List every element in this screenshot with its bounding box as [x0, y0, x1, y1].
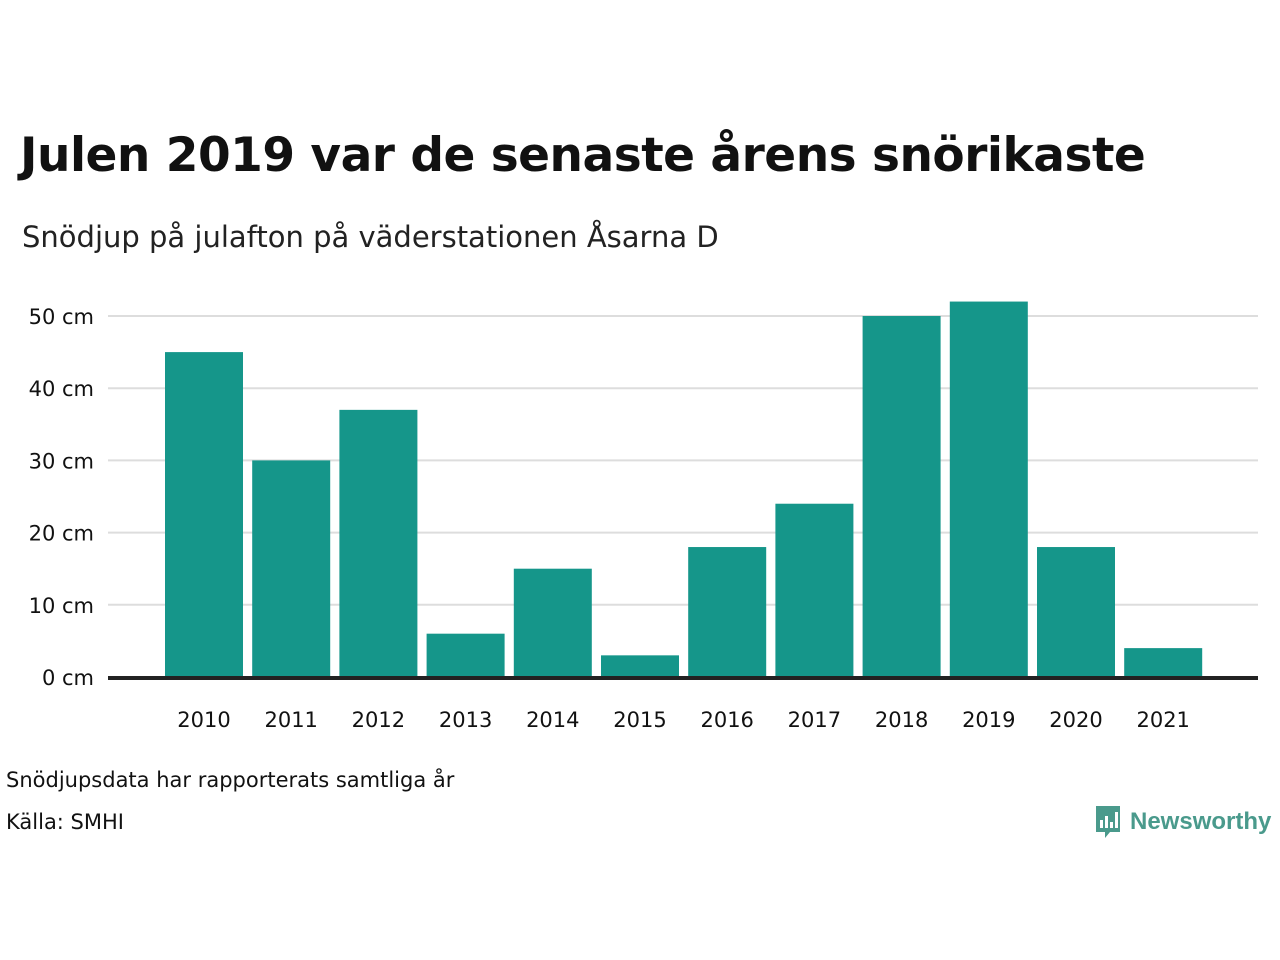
x-tick-label: 2015 — [613, 708, 666, 732]
bar-2019 — [949, 301, 1028, 677]
y-tick-label: 10 cm — [29, 594, 94, 618]
x-tick-label: 2010 — [177, 708, 230, 732]
x-tick-label: 2019 — [962, 708, 1015, 732]
bar-2010 — [165, 352, 243, 677]
bar-2017 — [775, 503, 854, 677]
y-tick-label: 0 cm — [42, 666, 94, 690]
bar-2020 — [1037, 547, 1115, 677]
newsworthy-logo: Newsworthy — [1094, 804, 1271, 840]
bar-2021 — [1124, 648, 1203, 677]
source-credit: Källa: SMHI — [6, 810, 124, 834]
x-tick-label: 2020 — [1049, 708, 1102, 732]
x-tick-label: 2011 — [264, 708, 317, 732]
x-tick-label: 2016 — [700, 708, 753, 732]
bar-2014 — [513, 568, 592, 677]
x-tick-label: 2013 — [439, 708, 492, 732]
chart-subtitle: Snödjup på julafton på väderstationen Ås… — [22, 220, 719, 254]
newsworthy-logo-icon — [1096, 806, 1120, 838]
bars — [165, 301, 1203, 677]
bar-2013 — [426, 633, 505, 677]
x-tick-label: 2014 — [526, 708, 579, 732]
brand-name: Newsworthy — [1130, 808, 1272, 835]
bar-2015 — [601, 655, 679, 677]
x-axis-ticks: 2010 2011 2012 2013 2014 2015 2016 2017 2018 2019… — [177, 708, 1190, 732]
x-tick-label: 2012 — [352, 708, 405, 732]
bar-2011 — [252, 460, 331, 677]
footnote: Snödjupsdata har rapporterats samtliga å… — [6, 768, 455, 792]
y-tick-label: 50 cm — [29, 305, 94, 329]
x-tick-label: 2017 — [788, 708, 841, 732]
y-tick-label: 20 cm — [29, 522, 94, 546]
chart-title: Julen 2019 var de senaste årens snörikas… — [20, 128, 1146, 183]
y-axis-ticks: 0 cm 10 cm 20 cm 30 cm 40 cm 50 cm — [29, 305, 94, 690]
x-tick-label: 2021 — [1136, 708, 1189, 732]
bar-2018 — [862, 316, 941, 677]
x-tick-label: 2018 — [875, 708, 928, 732]
y-tick-label: 40 cm — [29, 377, 94, 401]
bar-2016 — [688, 547, 767, 677]
y-tick-label: 30 cm — [29, 449, 94, 473]
bar-2012 — [339, 409, 418, 677]
